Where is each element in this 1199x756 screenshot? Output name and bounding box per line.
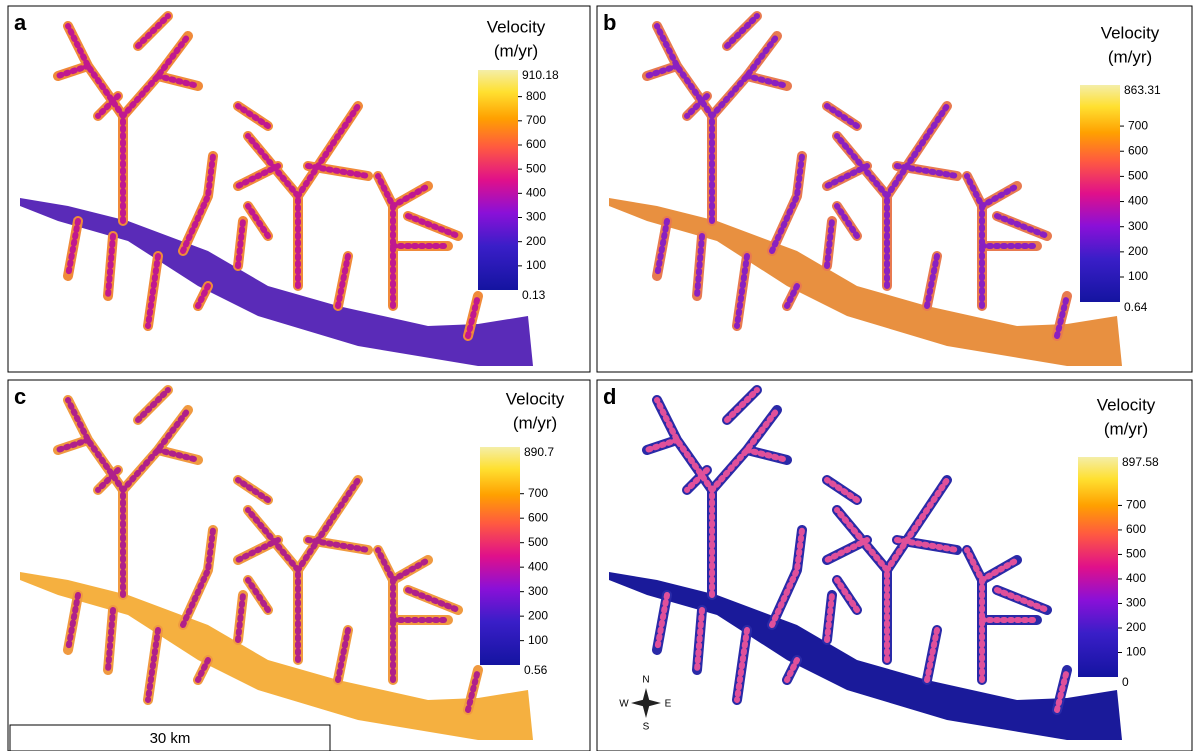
colorbar-tick-label: 500: [1128, 169, 1148, 183]
colorbar-tick-label: 600: [1128, 143, 1148, 157]
legend-unit: (m/yr): [1108, 47, 1152, 66]
colorbar-tick-label: 200: [528, 608, 548, 622]
colorbar-tick-label: 200: [1126, 620, 1146, 634]
panel: a Velocity (m/yr) 910.18 0.13 800 700 600 500 400…: [7, 5, 591, 373]
legend-title: Velocity: [487, 17, 546, 36]
legend-unit: (m/yr): [494, 41, 538, 60]
colorbar-tick-label: 700: [528, 486, 548, 500]
compass-s: S: [643, 722, 650, 733]
legend-title: Velocity: [506, 389, 565, 408]
colorbar-tick-label: 300: [1128, 219, 1148, 233]
colorbar-max-label: 890.7: [524, 445, 554, 459]
colorbar: [478, 70, 518, 290]
panel-label: d: [603, 384, 616, 409]
panel: d Velocity (m/yr) 897.58 0 700 600 500 400 300 200…: [596, 379, 1193, 752]
colorbar-tick-label: 700: [1128, 118, 1148, 132]
colorbar-max-label: 863.31: [1124, 83, 1161, 97]
colorbar-max-label: 897.58: [1122, 455, 1159, 469]
colorbar-tick-label: 100: [1128, 269, 1148, 283]
legend-unit: (m/yr): [1104, 419, 1148, 438]
panel-label: c: [14, 384, 26, 409]
compass-w: W: [619, 699, 629, 710]
colorbar: [1078, 457, 1118, 677]
colorbar-tick-label: 400: [526, 186, 546, 200]
colorbar-tick-label: 600: [1126, 522, 1146, 536]
legend-unit: (m/yr): [513, 413, 557, 432]
legend-title: Velocity: [1101, 23, 1160, 42]
compass-e: E: [665, 699, 672, 710]
colorbar-tick-label: 500: [1126, 547, 1146, 561]
colorbar-tick-label: 100: [1126, 645, 1146, 659]
panel-label: b: [603, 10, 616, 35]
colorbar-tick-label: 700: [1126, 498, 1146, 512]
colorbar-min-label: 0.64: [1124, 300, 1148, 314]
colorbar-tick-label: 400: [1128, 194, 1148, 208]
colorbar: [480, 447, 520, 665]
colorbar-tick-label: 400: [528, 559, 548, 573]
panel: b Velocity (m/yr) 863.31 0.64 700 600 500 400 300…: [596, 5, 1193, 373]
colorbar-tick-label: 300: [526, 210, 546, 224]
panel: c Velocity (m/yr) 890.7 0.56 700 600 500 400 300 2…: [7, 379, 591, 752]
colorbar-tick-label: 600: [528, 510, 548, 524]
colorbar-tick-label: 500: [526, 161, 546, 175]
colorbar-max-label: 910.18: [522, 68, 559, 82]
colorbar-tick-label: 200: [1128, 244, 1148, 258]
colorbar-tick-label: 100: [526, 258, 546, 272]
colorbar-min-label: 0.56: [524, 663, 548, 677]
colorbar-min-label: 0.13: [522, 288, 546, 302]
colorbar-tick-label: 300: [1126, 596, 1146, 610]
colorbar-tick-label: 600: [526, 137, 546, 151]
compass-n: N: [642, 675, 649, 686]
colorbar-tick-label: 700: [526, 113, 546, 127]
colorbar: [1080, 85, 1120, 302]
panel-label: a: [14, 10, 27, 35]
colorbar-tick-label: 500: [528, 535, 548, 549]
compass: N S E W: [619, 675, 671, 733]
colorbar-tick-label: 400: [1126, 571, 1146, 585]
colorbar-tick-label: 300: [528, 584, 548, 598]
colorbar-min-label: 0: [1122, 675, 1129, 689]
legend-title: Velocity: [1097, 395, 1156, 414]
colorbar-tick-label: 100: [528, 633, 548, 647]
colorbar-tick-label: 200: [526, 234, 546, 248]
colorbar-tick-label: 800: [526, 89, 546, 103]
scale-bar-label: 30 km: [150, 730, 191, 747]
